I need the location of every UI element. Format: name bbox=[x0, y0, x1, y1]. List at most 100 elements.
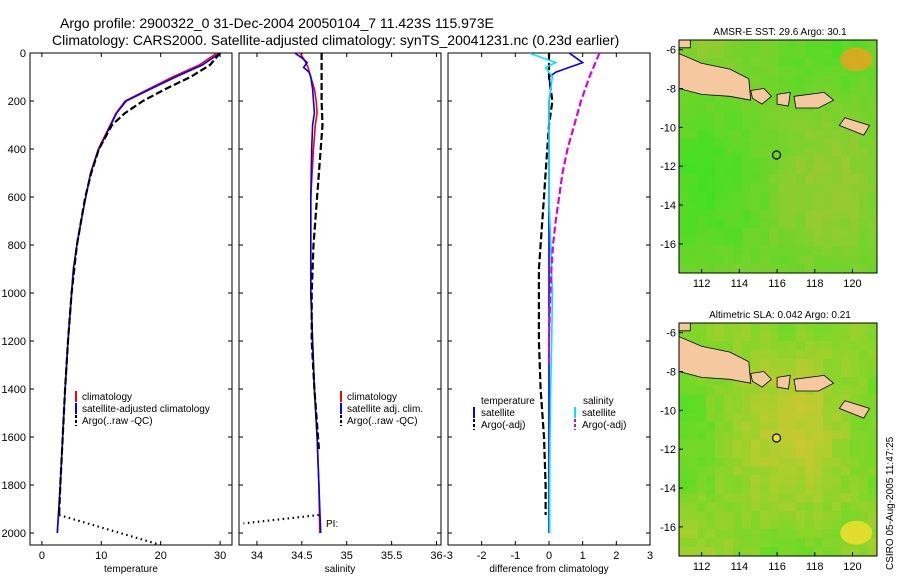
map-cell bbox=[787, 403, 797, 414]
map-cell bbox=[724, 156, 734, 167]
map-cell bbox=[688, 538, 698, 548]
map-cell bbox=[814, 520, 824, 530]
map-y-tick-label: -10 bbox=[660, 122, 676, 134]
map-cell bbox=[733, 484, 743, 494]
map-cell bbox=[769, 457, 779, 467]
map-cell bbox=[778, 264, 788, 273]
map-cell bbox=[868, 358, 877, 369]
map-cell bbox=[787, 219, 797, 229]
map-cell bbox=[751, 192, 761, 202]
map-cell bbox=[742, 147, 752, 158]
map-cell bbox=[706, 439, 716, 450]
map-cell bbox=[859, 156, 869, 167]
map-cell bbox=[715, 48, 725, 59]
map-cell bbox=[760, 511, 770, 521]
map-cell bbox=[751, 219, 761, 229]
map-cell bbox=[760, 403, 770, 414]
map-cell bbox=[850, 421, 860, 432]
map-cell bbox=[805, 120, 815, 131]
map-cell bbox=[760, 412, 770, 423]
map-cell bbox=[859, 421, 869, 432]
map-cell bbox=[841, 93, 851, 104]
map-cell bbox=[733, 246, 743, 256]
map-cell bbox=[742, 66, 752, 77]
map-cell bbox=[715, 40, 725, 50]
map-cell bbox=[787, 394, 797, 405]
map-cell bbox=[679, 547, 689, 556]
map-cell bbox=[697, 111, 707, 122]
map-cell bbox=[769, 421, 779, 432]
map-cell bbox=[850, 511, 860, 521]
map-cell bbox=[805, 349, 815, 360]
map-cell bbox=[868, 228, 877, 238]
map-cell bbox=[733, 219, 743, 229]
map-cell bbox=[796, 331, 806, 342]
map-cell bbox=[787, 529, 797, 539]
map-cell bbox=[724, 376, 734, 387]
map-cell bbox=[868, 331, 877, 342]
map-cell bbox=[733, 547, 743, 556]
map-cell bbox=[832, 412, 842, 423]
map-cell bbox=[733, 201, 743, 211]
map-cell bbox=[823, 511, 833, 521]
map-cell bbox=[814, 219, 824, 229]
map-cell bbox=[805, 66, 815, 77]
map-cell bbox=[796, 219, 806, 229]
map-frame bbox=[678, 322, 878, 557]
map-cell bbox=[733, 493, 743, 503]
map-cell bbox=[751, 57, 761, 68]
map-cell bbox=[823, 183, 833, 193]
map-cell bbox=[814, 57, 824, 68]
map-cell bbox=[706, 430, 716, 441]
map-cell bbox=[724, 57, 734, 68]
map-cell bbox=[859, 439, 869, 450]
map-cell bbox=[724, 192, 734, 202]
map-cell bbox=[814, 129, 824, 140]
map-cell bbox=[760, 210, 770, 220]
legend-entry: climatology bbox=[82, 392, 132, 403]
map-cell bbox=[850, 183, 860, 193]
map-cell bbox=[859, 102, 869, 113]
map-cell bbox=[778, 511, 788, 521]
map-cell bbox=[688, 201, 698, 211]
map-cell bbox=[715, 538, 725, 548]
map-cell bbox=[697, 484, 707, 494]
map-cell bbox=[868, 174, 877, 184]
map-cell bbox=[679, 174, 689, 184]
map-cell bbox=[769, 529, 779, 539]
map-coastline bbox=[679, 336, 752, 384]
map-cell bbox=[760, 502, 770, 512]
map-cell bbox=[769, 138, 779, 149]
x-tick-label: -3 bbox=[443, 550, 453, 562]
map-cell bbox=[796, 264, 806, 273]
map-cell bbox=[742, 165, 752, 176]
map-cell bbox=[859, 255, 869, 265]
map-cell bbox=[841, 421, 851, 432]
map-cell bbox=[787, 147, 797, 158]
map-cell bbox=[688, 156, 698, 167]
map-cell bbox=[805, 147, 815, 158]
map-cell bbox=[733, 129, 743, 140]
map-cell bbox=[796, 228, 806, 238]
map-cell bbox=[769, 48, 779, 59]
map-cell bbox=[688, 165, 698, 176]
map-cell bbox=[850, 264, 860, 273]
map-cell bbox=[742, 129, 752, 140]
map-cell bbox=[679, 331, 689, 342]
map-cell bbox=[760, 183, 770, 193]
map-cell bbox=[832, 448, 842, 459]
map-cell bbox=[706, 93, 716, 104]
map-cell bbox=[742, 340, 752, 351]
map-x-tick-label: 118 bbox=[806, 561, 824, 573]
map-cell bbox=[859, 385, 869, 396]
x-tick-label: 1 bbox=[580, 550, 586, 562]
map-cell bbox=[760, 138, 770, 149]
map-cell bbox=[787, 331, 797, 342]
map-cell bbox=[760, 228, 770, 238]
map-cell bbox=[868, 421, 877, 432]
map-cell bbox=[724, 120, 734, 131]
map-cell bbox=[697, 174, 707, 184]
map-cell bbox=[715, 219, 725, 229]
map-cell bbox=[733, 466, 743, 476]
map-cell bbox=[868, 147, 877, 158]
